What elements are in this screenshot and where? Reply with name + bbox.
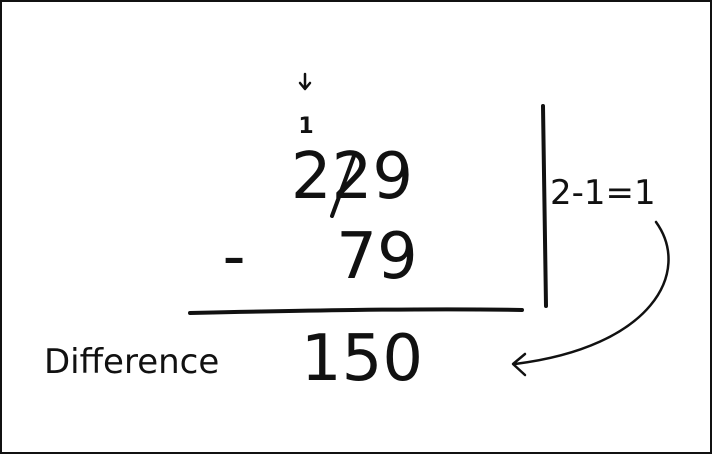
side-note-work: 2-1=1 (550, 173, 656, 213)
difference-label: Difference (44, 342, 219, 382)
strike-through-mark (330, 154, 356, 218)
curved-arrow-icon (511, 220, 670, 377)
borrow-digit: 1 (298, 114, 313, 139)
vertical-divider (541, 104, 548, 308)
answer-line (188, 307, 524, 315)
difference-value: 150 (301, 322, 423, 396)
minus-sign: - (222, 220, 245, 294)
minuend-number: 229 (291, 140, 413, 214)
subtrahend-number: 79 (336, 220, 417, 294)
down-arrow-icon (298, 72, 312, 91)
